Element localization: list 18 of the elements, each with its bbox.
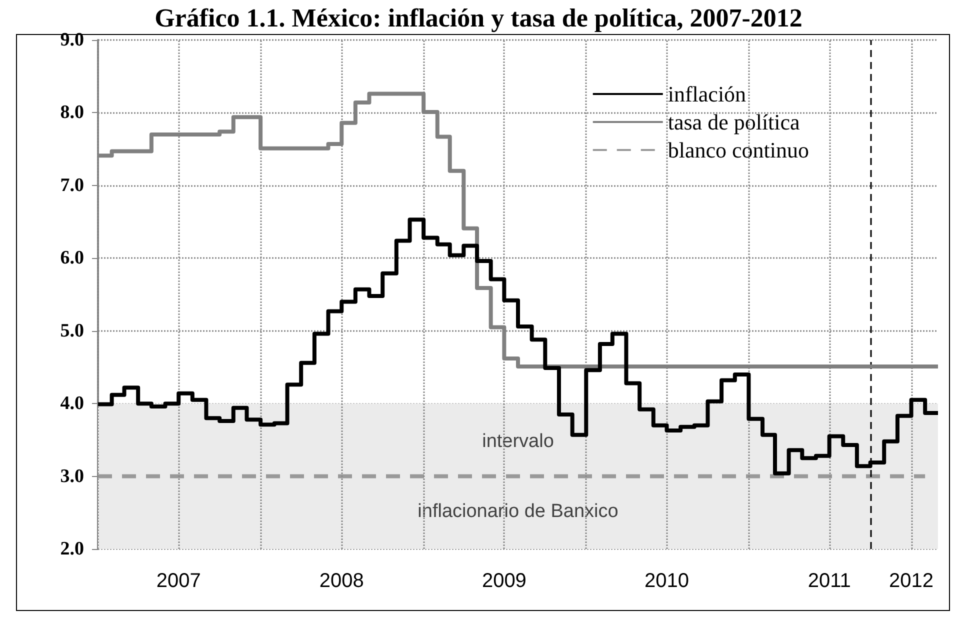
y-tick-label: 7.0 bbox=[60, 174, 84, 196]
x-tick-label: 2010 bbox=[644, 570, 690, 592]
x-tick-label: 2009 bbox=[482, 570, 526, 592]
y-tick-label: 5.0 bbox=[60, 320, 84, 342]
x-tick-label: 2008 bbox=[319, 570, 364, 592]
legend-label: inflación bbox=[668, 82, 746, 106]
y-tick-label: 4.0 bbox=[60, 393, 84, 414]
chart-title: Gráfico 1.1. México: inflación y tasa de política, 2007-2012 bbox=[154, 4, 802, 32]
text: intervalo inflacionario de Banxico bbox=[418, 430, 618, 522]
y-tick-label: 8.0 bbox=[60, 102, 84, 124]
x-tick-label: 2011 bbox=[808, 570, 851, 592]
y-tick-label: 6.0 bbox=[60, 248, 84, 269]
legend-label: tasa de política bbox=[668, 110, 800, 134]
x-tick-label: 2007 bbox=[156, 570, 201, 592]
y-tick-label: 2.0 bbox=[60, 538, 84, 560]
x-tick-label: 2012 bbox=[889, 570, 934, 592]
legend-label: blanco continuo bbox=[668, 138, 810, 162]
y-tick-label: 3.0 bbox=[60, 466, 84, 487]
